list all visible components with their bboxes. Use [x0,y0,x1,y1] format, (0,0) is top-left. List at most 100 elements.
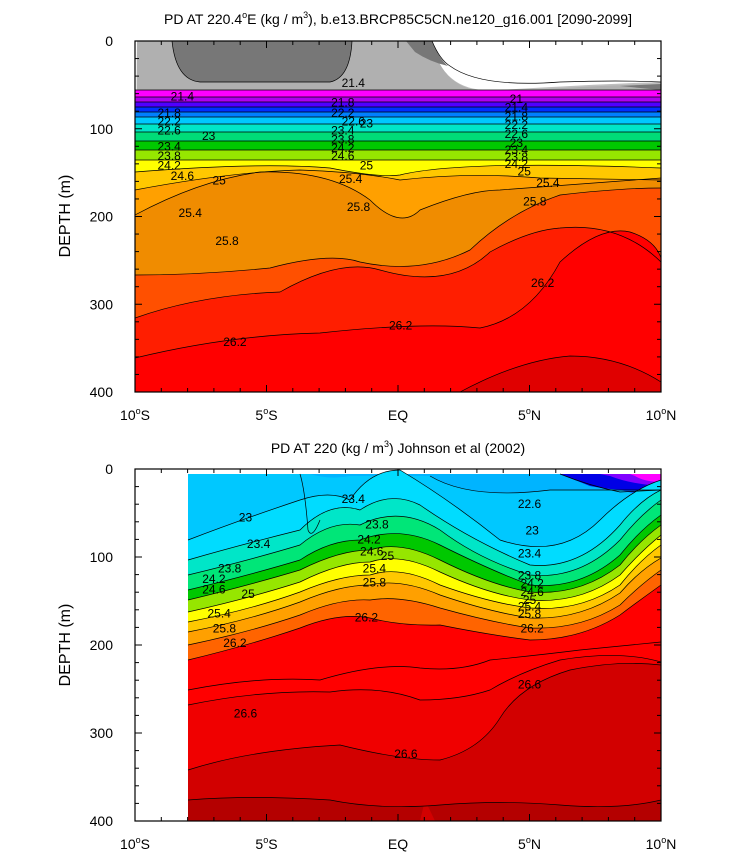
top-contour-label: 21.8 [505,109,529,123]
top-contour-label: 25 [212,174,226,188]
top-y-tick-label: 0 [105,33,113,49]
bottom-contour-label: 24.6 [360,545,384,559]
bottom-x-tick-label: 10oS [120,835,150,852]
top-contour-label: 23.8 [331,132,355,146]
top-contour-label: 21.4 [505,101,529,115]
bottom-contour-label: 23.4 [342,492,366,506]
top-contour-label: 25.8 [215,234,239,248]
bottom-contour-label: 25.4 [207,606,231,620]
top-y-axis-label: DEPTH (m) [57,175,74,258]
top-contour-label: 24.6 [331,149,355,163]
bottom-contour-label: 24.2 [202,572,226,586]
top-contour-label: 25.4 [536,176,560,190]
bottom-contour-label: 24.2 [520,576,544,590]
bottom-contour-label: 25 [381,549,395,563]
top-contour-label: 23 [510,136,524,150]
top-contour-label: 23 [360,116,374,130]
bottom-contour-label: 23 [525,524,539,538]
bottom-contour-label: 26.2 [355,611,379,625]
top-x-tick-label: EQ [388,407,408,423]
top-contour-label: 25.4 [339,172,363,186]
top-y-axis: 0 100 200 300 400 [90,33,661,400]
bottom-y-tick-label: 400 [90,813,114,829]
bottom-contour-label: 26.6 [518,678,542,692]
bottom-contour-label: 26.2 [223,636,247,650]
top-contour-label: 23.4 [158,139,182,153]
top-contour-label: 23.8 [505,150,529,164]
bottom-contour-label: 25.4 [363,561,387,575]
top-y-tick-label: 100 [90,121,114,137]
top-contour-label: 22.2 [331,106,355,120]
top-contour-label: 24.6 [171,169,195,183]
bottom-y-axis-label: DEPTH (m) [57,604,74,687]
bottom-y-tick-label: 200 [90,637,114,653]
bottom-y-tick-label: 0 [105,461,113,477]
top-y-tick-label: 400 [90,384,114,400]
top-contour-label: 25.8 [347,200,371,214]
top-contour-label: 26.2 [531,276,555,290]
bottom-contour-label: 24.2 [357,532,381,546]
bottom-x-tick-label: 10oN [646,835,677,852]
top-contour-label: 23.4 [331,124,355,138]
top-y-tick-label: 200 [90,209,114,225]
top-contour-label: 22.2 [158,115,182,129]
top-x-tick-label: 5oN [518,406,541,423]
top-contour-lines [135,41,661,392]
bottom-contour-label: 24.6 [520,585,544,599]
top-x-tick-label: 5oS [255,406,277,423]
top-x-tick-label: 10oN [646,406,677,423]
bottom-contour-label: 25.8 [518,607,542,621]
bottom-contour-label: 26.6 [394,747,418,761]
bottom-x-tick-label: 5oS [255,835,277,852]
top-contour-label: 21.8 [158,106,182,120]
top-contour-label: 26.2 [389,318,413,332]
top-x-tick-label: 10oS [120,406,150,423]
top-contour-label: 25 [360,159,374,173]
bottom-contour-label: 25.8 [363,576,387,590]
bottom-y-tick-label: 300 [90,725,114,741]
bottom-contour-label: 25 [241,587,255,601]
bottom-contour-label: 24.6 [202,583,226,597]
top-contour-label: 23.4 [505,143,529,157]
top-contour-label: 24.2 [505,157,529,171]
top-y-tick-label: 300 [90,296,114,312]
top-contour-label: 21.4 [171,89,195,103]
bottom-x-tick-label: 5oN [518,835,541,852]
bottom-contour-label: 23.8 [218,561,242,575]
top-x-axis: 10oS 5oS EQ 5oN 10oN [120,41,676,423]
bottom-contour-label: 25.4 [518,599,542,613]
top-contour-label: 22.6 [158,124,182,138]
top-contour-label: 22.6 [342,115,366,129]
top-contour-label: 21.8 [331,95,355,109]
top-contour-label: 25.4 [179,206,203,220]
bottom-title: PD AT 220 (kg / m3) Johnson et al (2002) [271,439,525,456]
top-contour-label: 23 [202,129,216,143]
bottom-contour-label: 26.2 [520,621,544,635]
bottom-contour-label: 23.8 [365,517,389,531]
bottom-panel: PD AT 220 (kg / m3) Johnson et al (2002) [57,439,676,852]
bottom-contour-label: 23 [239,510,253,524]
top-contour-label: 21 [510,92,524,106]
top-contour-label: 22.2 [505,118,529,132]
top-contour-label: 24.2 [158,159,182,173]
top-contour-label: 23.8 [158,149,182,163]
bottom-x-tick-label: EQ [388,836,408,852]
top-contour-label: 22.6 [505,127,529,141]
top-panel: PD AT 220.4oE (kg / m3), b.e13.BRCP85C5C… [57,10,676,423]
bottom-contour-label: 23.4 [247,537,271,551]
top-contour-label: 25.8 [523,195,547,209]
bottom-contour-label: 22.6 [518,497,542,511]
bottom-contour-label: 25 [523,593,537,607]
bottom-y-axis: 0 100 200 300 400 [90,461,661,829]
top-title: PD AT 220.4oE (kg / m3), b.e13.BRCP85C5C… [164,10,632,27]
bottom-x-axis: 10oS 5oS EQ 5oN 10oN [120,469,676,852]
top-contour-label: 24.2 [331,141,355,155]
top-contour-label: 21.4 [342,76,366,90]
bottom-contour-lines [187,469,661,808]
bottom-contour-label: 25.8 [213,621,237,635]
